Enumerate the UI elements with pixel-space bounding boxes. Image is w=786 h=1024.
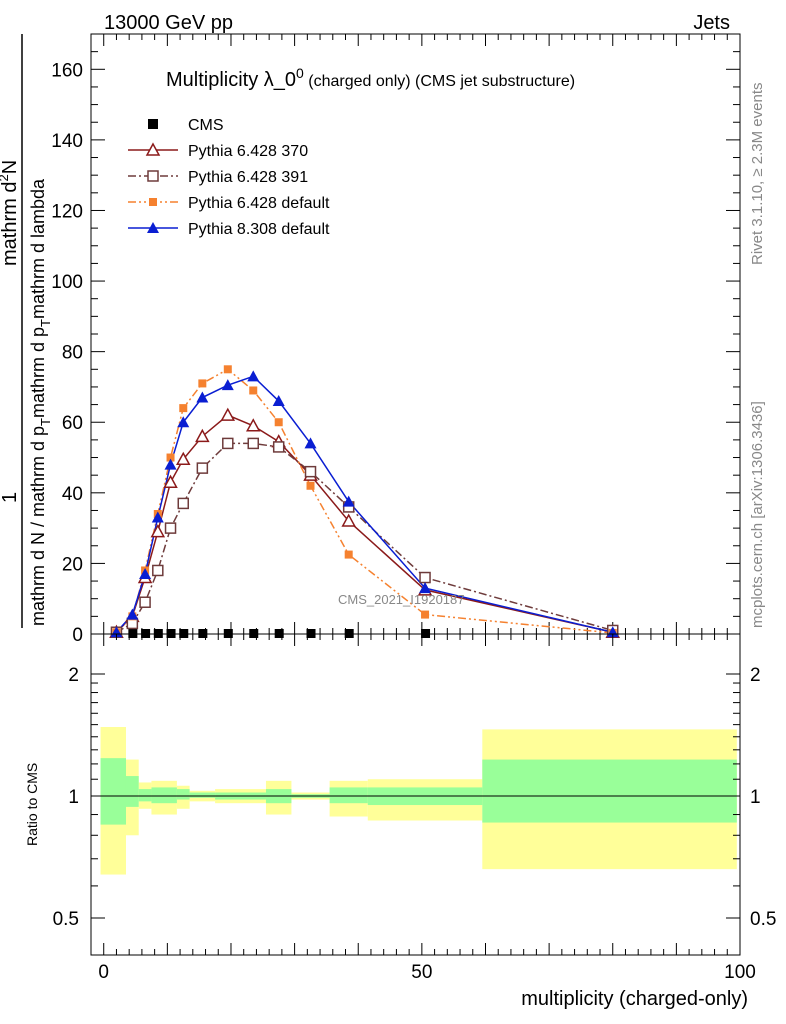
legend-marker-p8-default xyxy=(147,222,159,233)
data-point-p6-370 xyxy=(245,418,261,432)
ratio-inner-band-bin xyxy=(125,776,139,807)
y-tick-label: 160 xyxy=(51,60,83,81)
y-tick-label: 120 xyxy=(51,201,83,222)
data-point-p8-default xyxy=(126,608,139,620)
legend-label-p6-391: Pythia 6.428 391 xyxy=(188,169,308,186)
x-tick-label: 100 xyxy=(724,962,756,983)
legend-marker-p6-391 xyxy=(147,170,159,182)
data-point-p6-391 xyxy=(419,571,431,584)
y-axis-label-numerator-one: 1 xyxy=(0,492,21,503)
data-point-p6-370 xyxy=(150,524,166,538)
series-line-p8-default xyxy=(115,375,613,633)
legend-label-cms: CMS xyxy=(188,117,224,134)
legend: CMS Pythia 6.428 370 Pythia 6.428 391 Py… xyxy=(128,117,330,238)
ratio-y-tick-label-right: 0.5 xyxy=(750,909,776,930)
data-point-p8-default xyxy=(247,370,260,382)
watermark-label: CMS_2021_I1920187 xyxy=(338,592,465,607)
y-tick-label: 80 xyxy=(62,343,83,364)
rivet-label: Rivet 3.1.10, ≥ 2.3M events xyxy=(749,83,766,266)
data-point-p6-default xyxy=(306,481,315,490)
data-point-p6-391 xyxy=(272,441,285,453)
ratio-inner-band-bin xyxy=(100,758,126,825)
x-tick-label: 0 xyxy=(98,962,109,983)
data-point-p8-default xyxy=(342,495,355,507)
chart-title: Multiplicity λ_00 (charged only) (CMS je… xyxy=(166,65,575,91)
legend-label-p6-default: Pythia 6.428 default xyxy=(188,195,330,212)
chart-title-suffix: (charged only) (CMS jet substructure) xyxy=(308,73,575,90)
data-point-p6-370 xyxy=(195,428,210,443)
x-tick-label: 50 xyxy=(411,962,432,983)
y-tick-label: 100 xyxy=(51,272,83,293)
data-point-p6-default xyxy=(166,453,175,462)
data-point-p6-default xyxy=(223,365,232,374)
data-point-p6-391 xyxy=(139,596,151,608)
y-tick-label: 140 xyxy=(51,131,83,152)
y-tick-label: 40 xyxy=(62,484,83,505)
y-axis-label: 1 mathrm d2N mathrm d N / mathrm d pTmat… xyxy=(0,34,53,628)
data-point-p8-default xyxy=(196,391,209,403)
x-axis-label: multiplicity (charged-only) xyxy=(521,988,748,1010)
data-point-p6-370 xyxy=(341,513,356,527)
data-point-p6-default xyxy=(179,404,188,413)
data-point-p6-default xyxy=(249,386,258,395)
y-tick-label: 0 xyxy=(72,625,83,646)
legend-marker-p6-default xyxy=(149,198,157,206)
data-point-p8-default xyxy=(272,395,285,407)
data-point-p8-default xyxy=(419,582,432,594)
y-axis-label-denominator: mathrm d N / mathrm d pTmathrm d pTmathr… xyxy=(28,178,53,626)
y-tick-label: 20 xyxy=(62,554,83,575)
data-point-p8-default xyxy=(151,511,164,523)
legend-label-p8-default: Pythia 8.308 default xyxy=(188,221,330,238)
data-point-p6-391 xyxy=(164,522,177,534)
legend-marker-p6-370 xyxy=(145,142,161,156)
chart-title-sup: 0 xyxy=(296,65,304,81)
ratio-inner-band-bin xyxy=(176,789,190,800)
ratio-y-tick-label-left: 1 xyxy=(68,787,79,808)
data-point-p6-default xyxy=(274,418,283,427)
data-point-p6-370 xyxy=(220,407,236,421)
data-point-p8-default xyxy=(304,437,317,449)
y-tick-label: 60 xyxy=(62,413,83,434)
series-line-p6-default xyxy=(115,368,613,634)
ratio-y-axis-label: Ratio to CMS xyxy=(24,763,40,846)
ratio-y-tick-label-left: 2 xyxy=(68,665,79,686)
ratio-inner-band-bin xyxy=(189,792,216,798)
data-point-p6-391 xyxy=(222,437,234,450)
ratio-plot-frame xyxy=(90,633,741,956)
data-point-p6-391 xyxy=(196,462,209,474)
data-point-p6-default xyxy=(344,550,353,559)
legend-label-p6-370: Pythia 6.428 370 xyxy=(188,143,308,160)
data-point-p6-391 xyxy=(304,465,317,478)
ratio-y-tick-label-right: 1 xyxy=(750,787,761,808)
mcplots-label: mcplots.cern.ch [arXiv:1306.3436] xyxy=(749,401,766,628)
legend-marker-cms xyxy=(148,119,158,129)
y-axis-label-numerator: mathrm d2N xyxy=(0,160,21,266)
process-label: Jets xyxy=(693,12,730,34)
ratio-inner-band-bin xyxy=(151,787,177,804)
data-point-p6-391 xyxy=(247,437,259,450)
data-point-p8-default xyxy=(221,379,234,391)
ratio-inner-band-bin xyxy=(482,759,737,823)
data-point-p8-default xyxy=(177,416,190,428)
data-point-p6-370 xyxy=(175,451,191,466)
data-point-p8-default xyxy=(139,568,152,579)
data-point-p6-370 xyxy=(163,474,178,488)
ratio-inner-band-bin xyxy=(329,787,368,804)
data-point-p8-default xyxy=(164,458,177,470)
chart-title-main: Multiplicity λ_0 xyxy=(166,69,296,91)
ratio-y-tick-label-right: 2 xyxy=(750,665,761,686)
ratio-inner-band-bin xyxy=(138,789,152,802)
energy-label: 13000 GeV pp xyxy=(104,12,233,34)
data-point-p6-391 xyxy=(152,564,164,577)
data-point-p6-default xyxy=(198,379,207,388)
data-point-p6-391 xyxy=(177,497,190,510)
data-point-p6-default xyxy=(421,610,430,619)
ratio-y-tick-label-left: 0.5 xyxy=(53,909,79,930)
